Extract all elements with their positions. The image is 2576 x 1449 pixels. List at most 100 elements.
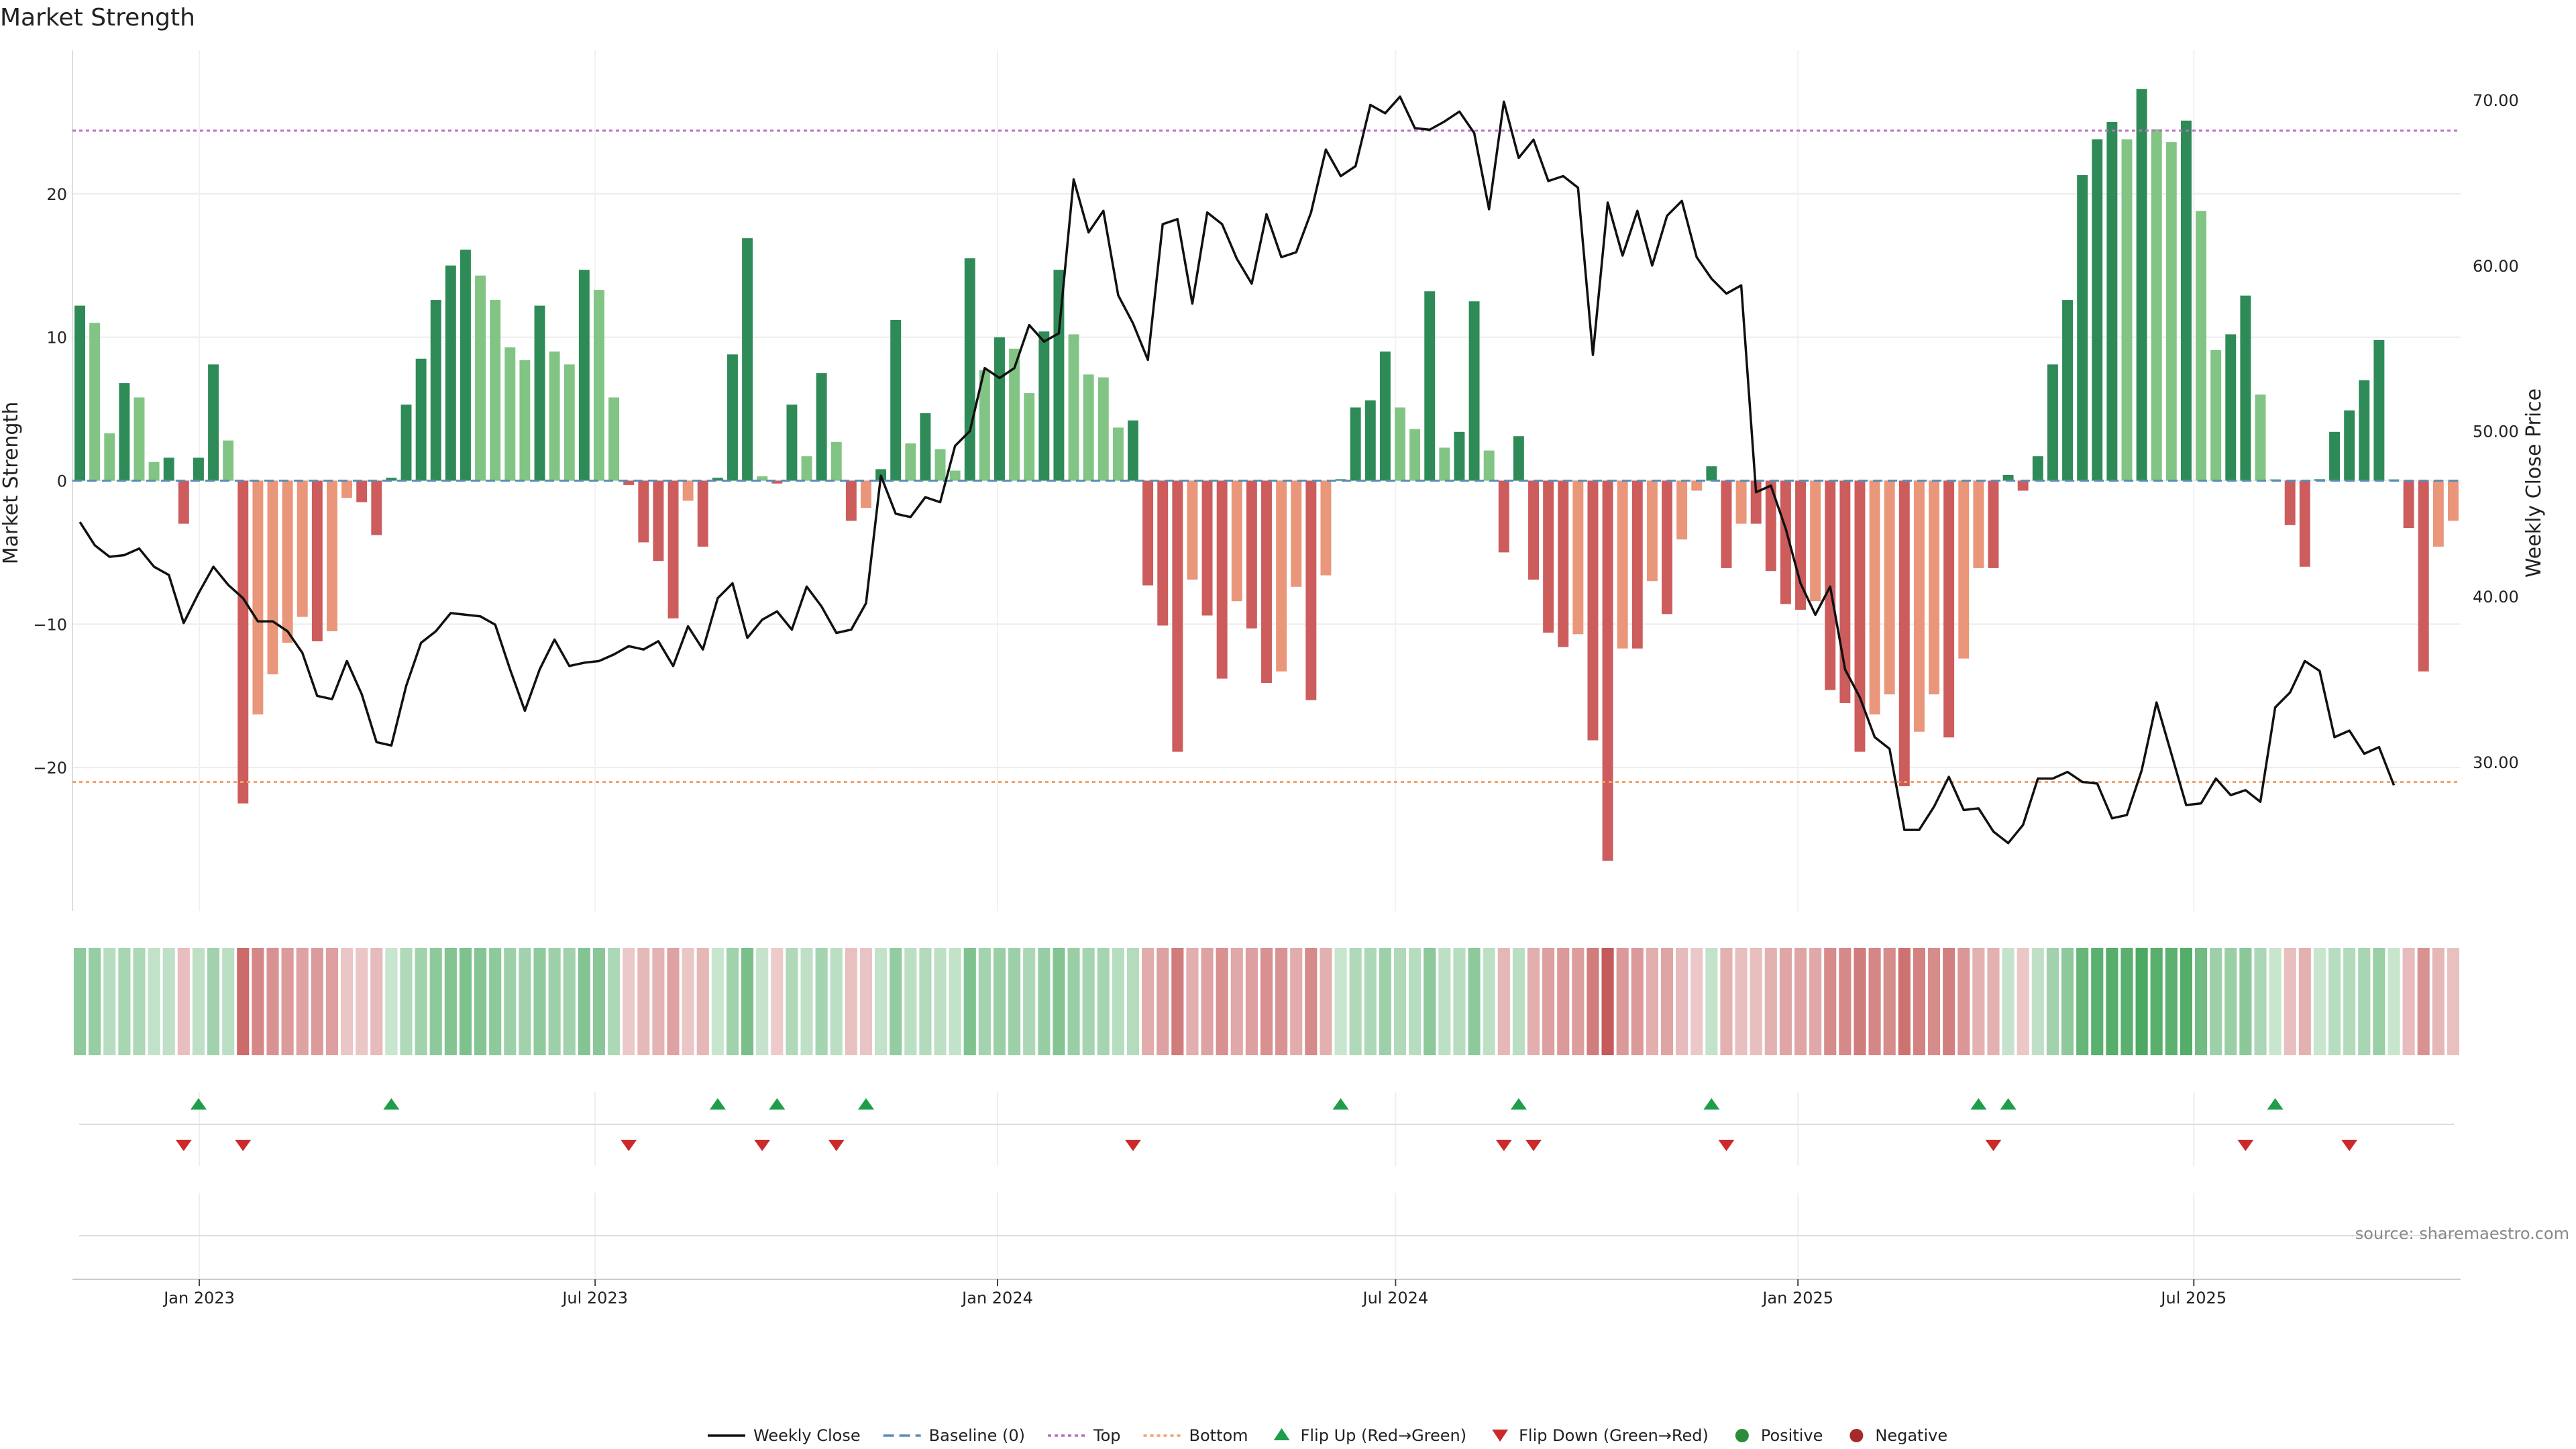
strength-bar xyxy=(2151,129,2162,481)
heat-cell xyxy=(682,948,694,1055)
strength-bar xyxy=(1083,374,1094,481)
heat-cell xyxy=(934,948,947,1055)
strength-bar xyxy=(1335,479,1346,481)
heat-cell xyxy=(385,948,398,1055)
strength-bar xyxy=(1929,480,1939,695)
heat-cell xyxy=(1275,948,1288,1055)
heat-cell xyxy=(1943,948,1955,1055)
heat-cell xyxy=(1527,948,1540,1055)
strength-bar xyxy=(2180,120,2192,481)
heat-cell xyxy=(103,948,116,1055)
flip-down-marker xyxy=(1985,1140,2002,1151)
flip-down-marker xyxy=(235,1140,252,1151)
heat-cell xyxy=(1646,948,1658,1055)
strength-bar xyxy=(386,478,397,481)
strength-bar xyxy=(1646,480,1658,582)
x-axis: Jan 2023 Jul 2023 Jan 2024 Jul 2024 Jan 2025… xyxy=(72,1279,2461,1307)
strength-bar xyxy=(1053,270,1065,481)
heat-cell xyxy=(667,948,680,1055)
strength-bar xyxy=(905,443,916,481)
heat-cell xyxy=(1705,948,1718,1055)
heat-cell xyxy=(252,948,264,1055)
heat-cell xyxy=(815,948,828,1055)
strength-bar xyxy=(1973,480,1984,568)
strength-bar xyxy=(104,433,115,481)
heat-cell xyxy=(608,948,621,1055)
strength-bar xyxy=(890,320,902,481)
strength-bar xyxy=(1602,480,1613,861)
strength-bar xyxy=(326,480,337,632)
heat-cell xyxy=(2180,948,2192,1055)
strength-bar xyxy=(2121,139,2133,481)
heat-cell xyxy=(1883,948,1896,1055)
heat-cell xyxy=(237,948,250,1055)
strength-bar xyxy=(2240,295,2251,481)
y-tick-label: 10 xyxy=(46,329,67,347)
heat-cell xyxy=(1676,948,1688,1055)
strength-bar xyxy=(653,480,664,561)
strength-bar xyxy=(2002,474,2014,481)
flip-down-marker xyxy=(828,1140,845,1151)
strength-bar xyxy=(549,352,560,481)
heat-cell xyxy=(2432,948,2445,1055)
heat-cell xyxy=(1779,948,1792,1055)
strength-bar xyxy=(267,480,278,675)
strength-bar xyxy=(1913,480,1925,732)
heat-cell xyxy=(2076,948,2089,1055)
heat-cell xyxy=(162,948,175,1055)
strength-bar xyxy=(1379,352,1391,481)
strength-bar xyxy=(2225,334,2237,481)
x-tick-label: Jan 2024 xyxy=(961,1289,1033,1307)
strength-bar xyxy=(623,480,635,485)
heat-cell xyxy=(726,948,739,1055)
heat-cell xyxy=(1557,948,1570,1055)
heat-cell xyxy=(1987,948,2000,1055)
strength-bar xyxy=(475,275,486,481)
legend-item: Top xyxy=(1048,1426,1121,1445)
heat-cell xyxy=(1008,948,1021,1055)
strength-bar xyxy=(74,305,86,481)
heat-cell xyxy=(2447,948,2460,1055)
strength-bar xyxy=(1735,480,1747,524)
strength-bar xyxy=(504,347,516,481)
heat-cell xyxy=(2017,948,2029,1055)
strength-bar xyxy=(2062,300,2073,481)
heat-cell xyxy=(1660,948,1674,1055)
strength-bar xyxy=(608,397,620,481)
strength-bar xyxy=(2017,480,2029,491)
legend-label: Baseline (0) xyxy=(929,1426,1025,1445)
strength-bar xyxy=(1009,348,1020,481)
strength-bars xyxy=(74,89,2459,861)
strength-bar xyxy=(2210,350,2222,481)
heat-cell xyxy=(1824,948,1837,1055)
strength-bar xyxy=(1869,480,1880,715)
flip-up-marker xyxy=(769,1098,786,1110)
legend-item: Flip Up (Red→Green) xyxy=(1273,1426,1466,1445)
y-tick-label: 20 xyxy=(46,185,67,204)
heat-cell xyxy=(548,948,561,1055)
strength-bar xyxy=(237,480,249,804)
chart-title: Market Strength xyxy=(0,4,195,32)
heat-cell xyxy=(1438,948,1451,1055)
heat-cell xyxy=(341,948,354,1055)
strength-bar xyxy=(534,305,545,481)
legend-swatch-dot xyxy=(1735,1429,1749,1442)
flip-markers xyxy=(79,1098,2454,1236)
strength-bar xyxy=(564,364,575,481)
strength-bar xyxy=(1958,480,1970,659)
strength-bar xyxy=(2373,339,2385,481)
strength-bar xyxy=(2136,89,2147,481)
heat-cell xyxy=(1839,948,1851,1055)
heat-cell xyxy=(756,948,769,1055)
heat-cell xyxy=(444,948,457,1055)
legend-item: Baseline (0) xyxy=(883,1426,1025,1445)
heat-cell xyxy=(1260,948,1273,1055)
strength-bar xyxy=(1765,480,1776,572)
heat-cell xyxy=(1290,948,1303,1055)
strength-bar xyxy=(1884,480,1895,695)
legend-item: Weekly Close xyxy=(708,1426,861,1445)
strength-bar xyxy=(2092,139,2103,481)
strength-bar xyxy=(1291,480,1302,587)
flip-up-marker xyxy=(1510,1098,1527,1110)
